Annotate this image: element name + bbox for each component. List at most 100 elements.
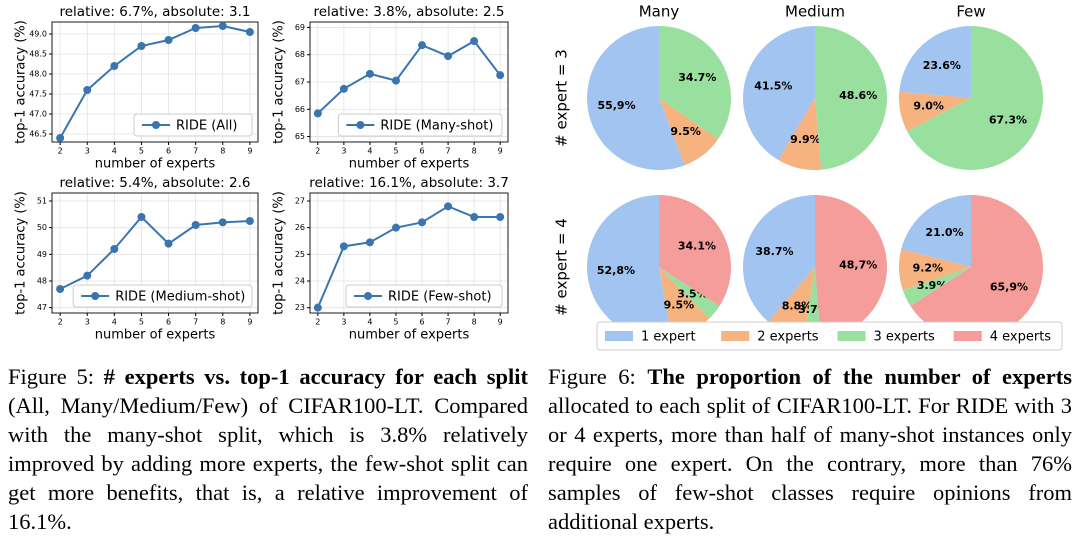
figure6-caption: Figure 6: The proportion of the number o… xyxy=(548,362,1072,536)
legend-marker xyxy=(152,121,160,129)
chart-title: relative: 16.1%, absolute: 3.7 xyxy=(309,175,509,191)
marker xyxy=(365,69,374,78)
line xyxy=(59,24,251,139)
y-tick-label: 48.0 xyxy=(29,70,47,79)
x-axis-label: number of experts xyxy=(95,157,216,172)
y-tick-label: 47.0 xyxy=(29,110,47,119)
marker xyxy=(245,217,254,225)
row-label: # expert = 3 xyxy=(553,49,571,147)
marker xyxy=(56,134,65,142)
legend-marker xyxy=(356,121,365,129)
y-axis-label: top-1 accuracy (%) xyxy=(272,20,287,144)
x-tick-label: 3 xyxy=(341,318,346,327)
legend-label: 4 experts xyxy=(990,330,1052,345)
x-tick-label: 5 xyxy=(139,147,144,156)
x-axis-label: number of experts xyxy=(349,157,470,172)
caption-bold: The proportion of the number of experts xyxy=(647,364,1072,389)
x-tick-label: 9 xyxy=(498,147,503,156)
legend-box xyxy=(345,284,503,308)
row-label: # expert = 4 xyxy=(553,218,571,316)
value-label: 55,9% xyxy=(597,99,635,112)
x-tick-label: 7 xyxy=(446,318,451,327)
x-tick-label: 6 xyxy=(166,318,171,327)
x-tick-label: 2 xyxy=(315,318,320,327)
pie-slice xyxy=(901,195,971,267)
marker xyxy=(313,109,322,118)
x-tick-label: 4 xyxy=(367,318,372,327)
marker xyxy=(365,238,374,247)
x-tick-label: 5 xyxy=(139,318,144,327)
x-tick-label: 4 xyxy=(112,318,117,327)
y-tick-label: 66 xyxy=(295,105,305,114)
legend-swatch xyxy=(953,331,982,341)
value-label: 38.7% xyxy=(755,245,793,258)
marker xyxy=(496,213,505,221)
caption-text: (All, Many/Medium/Few) of CIFAR100-LT. C… xyxy=(8,393,528,534)
y-axis-label: top-1 accuracy (%) xyxy=(14,191,29,315)
plot-frame xyxy=(309,192,509,314)
y-axis-label: top-1 accuracy (%) xyxy=(14,20,29,144)
legend-box xyxy=(337,113,503,137)
x-tick-label: 8 xyxy=(472,147,477,156)
x-tick-label: 3 xyxy=(85,147,90,156)
pie-slice xyxy=(902,267,971,306)
marker xyxy=(245,28,254,36)
x-tick-label: 3 xyxy=(85,318,90,327)
figures: relative: 6.7%, absolute: 3.1 number of e… xyxy=(14,3,1063,351)
y-axis-label: top-1 accuracy (%) xyxy=(272,191,287,315)
value-label: 9.2% xyxy=(913,262,944,275)
marker xyxy=(164,239,173,248)
legend-label: RIDE (Medium-shot) xyxy=(115,290,245,305)
marker xyxy=(470,37,479,46)
chart-title: relative: 3.8%, absolute: 2.5 xyxy=(314,4,505,20)
marker xyxy=(339,242,348,251)
pie-slice xyxy=(768,267,815,339)
marker xyxy=(83,86,92,94)
y-tick-label: 67 xyxy=(295,78,305,87)
value-label: 41.5% xyxy=(754,80,792,93)
pie-slice xyxy=(899,26,971,98)
x-tick-label: 7 xyxy=(193,147,198,156)
pie-title: Medium xyxy=(785,3,845,21)
legend-swatch xyxy=(837,331,866,341)
x-axis-label: number of experts xyxy=(95,328,216,343)
x-tick-label: 3 xyxy=(341,147,346,156)
legend-box xyxy=(72,284,253,308)
caption-label: Figure 5: xyxy=(8,364,94,389)
y-tick-label: 25 xyxy=(295,250,305,259)
x-tick-label: 9 xyxy=(498,318,503,327)
legend-label: RIDE (Few-shot) xyxy=(388,290,492,305)
marker xyxy=(313,303,322,312)
marker xyxy=(496,71,505,80)
value-label: 8.8% xyxy=(782,299,813,312)
value-label: 9.0% xyxy=(913,99,944,112)
pie-slice xyxy=(899,249,971,291)
marker xyxy=(391,223,400,232)
y-tick-label: 49.0 xyxy=(29,30,47,39)
x-tick-label: 5 xyxy=(393,318,398,327)
x-tick-label: 6 xyxy=(419,318,424,327)
x-tick-label: 2 xyxy=(58,147,63,156)
y-tick-label: 68 xyxy=(295,50,305,59)
value-label: 52,8% xyxy=(597,264,635,277)
y-tick-label: 47 xyxy=(37,303,47,312)
chart-title: relative: 6.7%, absolute: 3.1 xyxy=(60,4,251,20)
y-tick-label: 46.5 xyxy=(29,130,47,139)
pie-slice xyxy=(743,26,815,160)
value-label: 23.6% xyxy=(923,59,961,72)
x-tick-label: 7 xyxy=(446,147,451,156)
marker xyxy=(137,213,146,221)
pie-slice xyxy=(659,98,719,166)
y-tick-label: 27 xyxy=(295,197,305,206)
marker xyxy=(444,202,453,211)
line xyxy=(59,215,250,290)
plot-frame xyxy=(51,21,259,143)
line xyxy=(317,39,501,115)
value-label: 48.6% xyxy=(839,89,877,102)
caption-label: Figure 6: xyxy=(548,364,636,389)
legend-label: 3 experts xyxy=(874,330,936,345)
x-tick-label: 8 xyxy=(220,318,225,327)
x-tick-label: 6 xyxy=(166,147,171,156)
x-tick-label: 6 xyxy=(419,147,424,156)
